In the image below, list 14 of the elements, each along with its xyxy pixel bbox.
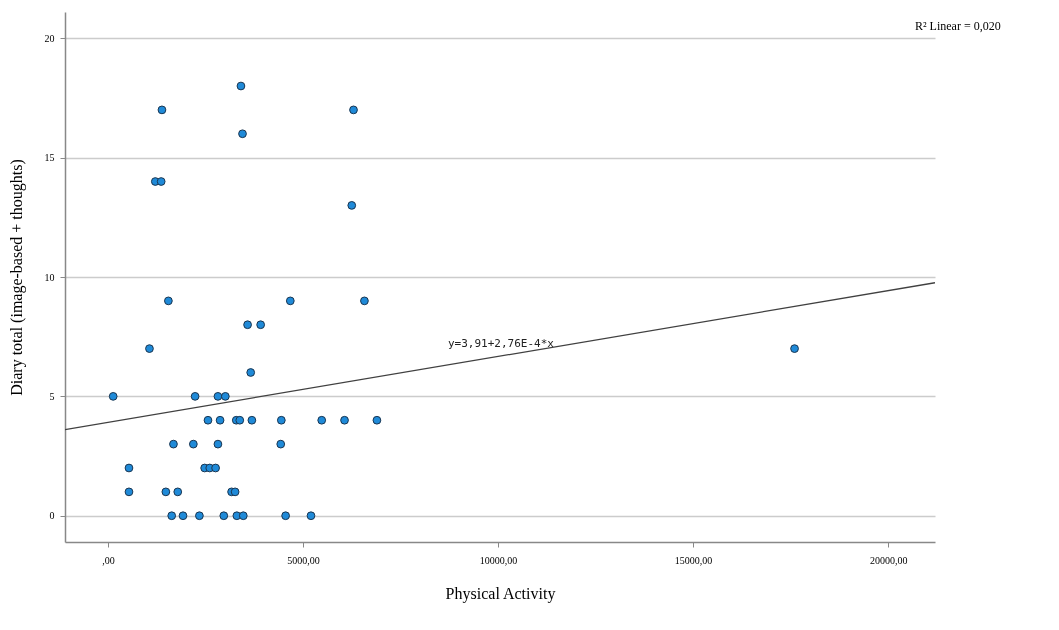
y-tick-label: 0 — [49, 510, 55, 522]
annotation: y=3,91+2,76E-4*x — [447, 337, 555, 351]
y-tick-label: 5 — [49, 390, 55, 402]
x-tick-label: 15000,00 — [674, 554, 713, 566]
y-axis-title: Diary total (image-based + thoughts) — [7, 159, 26, 396]
y-tick-label: 15 — [44, 152, 55, 164]
x-tick-label: ,00 — [102, 554, 115, 566]
annotation: R² Linear = 0,020 — [915, 19, 1001, 33]
y-tick-label: 10 — [44, 271, 55, 283]
y-tick-label: 20 — [44, 32, 55, 44]
x-tick-label: 20000,00 — [869, 554, 908, 566]
x-axis-title: Physical Activity — [445, 584, 556, 603]
x-tick-label: 5000,00 — [287, 554, 320, 566]
x-tick-label: 10000,00 — [479, 554, 518, 566]
